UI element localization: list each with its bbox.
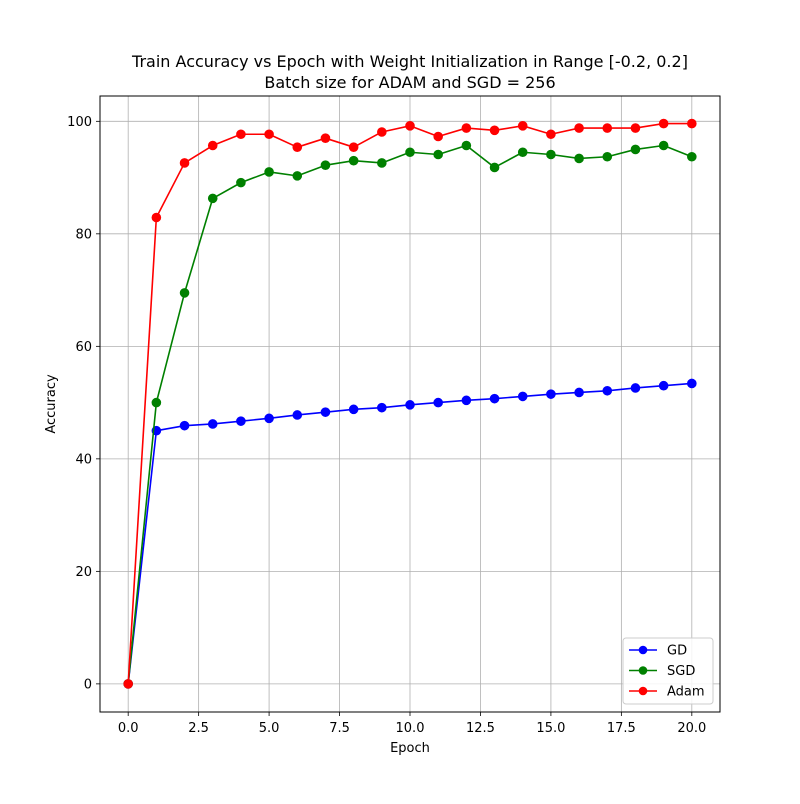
data-point-gd [348, 404, 359, 415]
data-point-sgd [320, 160, 331, 170]
legend-marker-gd [638, 645, 648, 655]
data-point-sgd [405, 147, 415, 158]
data-point-gd [574, 387, 584, 398]
series-sgd [123, 140, 697, 689]
x-tick-label: 20.0 [677, 721, 706, 736]
data-point-adam [405, 121, 415, 131]
chart-title: Train Accuracy vs Epoch with Weight Init… [131, 52, 688, 71]
data-point-adam [151, 212, 162, 223]
data-point-sgd [151, 397, 162, 408]
data-point-sgd [292, 171, 303, 181]
data-point-gd [546, 389, 556, 399]
y-tick-label: 20 [75, 565, 92, 580]
x-tick-label: 15.0 [536, 721, 565, 736]
x-tick-label: 10.0 [396, 721, 425, 736]
data-point-gd [489, 393, 500, 404]
data-point-sgd [461, 140, 472, 151]
axis-ticks: 0.0 2.5 5.0 7.5 10.0 12.5 15.0 17.5 20.0 0 20 40 60 8… [67, 115, 706, 736]
series-adam [123, 118, 697, 689]
data-point-gd [602, 385, 613, 396]
data-point-adam [377, 127, 387, 137]
x-tick-label: 12.5 [466, 721, 495, 736]
data-point-sgd [602, 151, 613, 162]
data-point-adam [489, 125, 500, 136]
data-point-adam [687, 118, 697, 129]
data-point-adam [236, 129, 246, 140]
x-tick-label: 0.0 [118, 721, 139, 736]
data-point-sgd [377, 158, 387, 168]
legend-label-gd: GD [667, 644, 687, 659]
data-point-adam [517, 121, 528, 131]
data-point-sgd [630, 144, 641, 155]
data-point-sgd [433, 149, 443, 160]
legend-marker-sgd [638, 666, 648, 675]
data-point-sgd [179, 288, 190, 298]
data-point-gd [377, 402, 387, 413]
data-point-adam [320, 133, 331, 143]
data-point-adam [461, 123, 472, 133]
data-point-adam [658, 118, 669, 129]
series-layer [123, 118, 697, 689]
data-point-sgd [489, 162, 500, 173]
legend-label-adam: Adam [667, 685, 705, 700]
x-tick-label: 17.5 [607, 721, 636, 736]
data-point-sgd [574, 153, 584, 164]
data-point-adam [207, 140, 218, 151]
series-gd [123, 378, 697, 689]
legend-entry-gd: GD [629, 644, 687, 659]
data-point-sgd [236, 177, 246, 188]
data-point-adam [179, 158, 190, 168]
data-point-gd [658, 380, 669, 391]
x-axis-label: Epoch [390, 741, 430, 756]
data-point-adam [546, 129, 556, 140]
y-tick-label: 0 [84, 677, 92, 692]
data-point-adam [602, 123, 613, 133]
data-point-sgd [546, 149, 556, 160]
data-point-adam [348, 142, 359, 152]
legend: GD SGD Adam [622, 637, 714, 705]
data-point-sgd [517, 147, 528, 158]
data-point-sgd [687, 151, 697, 162]
data-point-gd [236, 416, 246, 426]
data-point-gd [320, 407, 331, 417]
legend-label-sgd: SGD [667, 664, 695, 679]
legend-entry-adam: Adam [629, 685, 705, 700]
data-point-adam [264, 129, 274, 140]
data-point-adam [433, 131, 443, 142]
y-tick-label: 80 [75, 227, 92, 242]
data-point-gd [179, 420, 190, 431]
legend-entry-sgd: SGD [629, 664, 695, 679]
y-tick-label: 60 [75, 340, 92, 355]
data-point-gd [461, 395, 472, 406]
chart-subtitle: Batch size for ADAM and SGD = 256 [264, 73, 555, 92]
data-point-adam [123, 679, 133, 689]
x-tick-label: 7.5 [329, 721, 350, 736]
data-point-adam [574, 123, 584, 133]
y-tick-label: 40 [75, 452, 92, 467]
x-tick-label: 5.0 [259, 721, 280, 736]
data-point-adam [630, 123, 641, 133]
data-point-gd [264, 413, 274, 424]
y-tick-label: 100 [67, 115, 92, 130]
y-axis-label: Accuracy [44, 374, 59, 434]
data-point-sgd [207, 193, 218, 204]
x-tick-label: 2.5 [188, 721, 209, 736]
data-point-adam [292, 142, 303, 152]
data-point-gd [433, 397, 443, 408]
data-point-gd [292, 410, 303, 420]
data-point-sgd [264, 167, 274, 177]
legend-marker-adam [638, 686, 648, 696]
data-point-gd [207, 419, 218, 429]
data-point-sgd [658, 140, 669, 151]
data-point-gd [630, 383, 641, 393]
data-point-gd [517, 391, 528, 402]
data-point-gd [405, 400, 415, 410]
legend-box [622, 637, 714, 705]
data-point-sgd [348, 155, 359, 166]
data-point-gd [687, 378, 697, 389]
